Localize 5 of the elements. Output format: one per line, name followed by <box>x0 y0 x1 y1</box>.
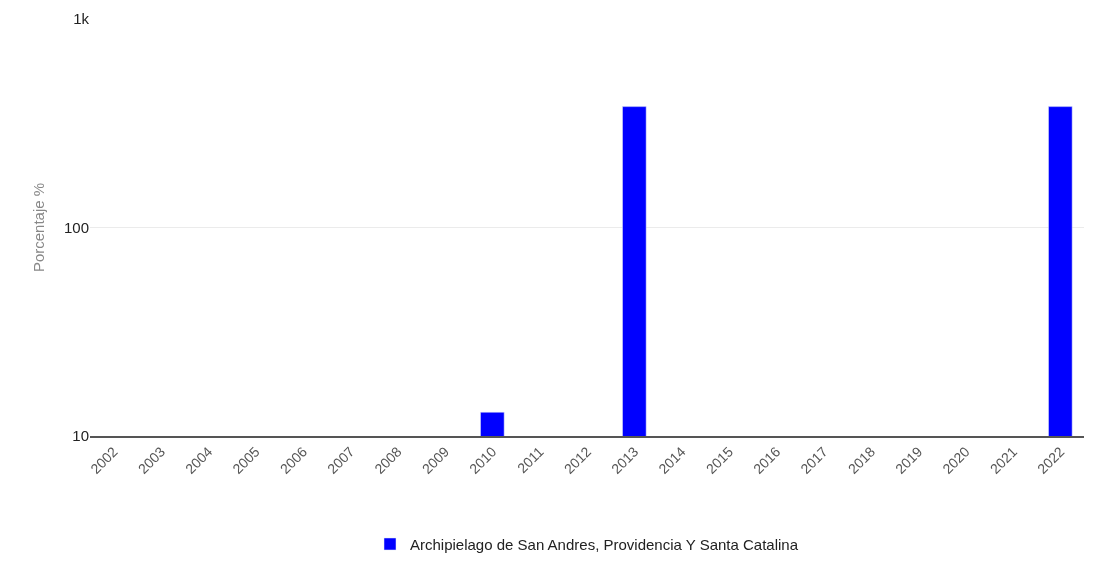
y-tick-label: 100 <box>63 218 89 236</box>
y-axis-title: Porcentaje % <box>30 182 48 273</box>
y-tick-label: 1k <box>73 10 90 28</box>
legend-label: Archipielago de San Andres, Providencia Y Santa Catalina <box>410 535 799 553</box>
y-tick-label: 10 <box>72 427 89 445</box>
